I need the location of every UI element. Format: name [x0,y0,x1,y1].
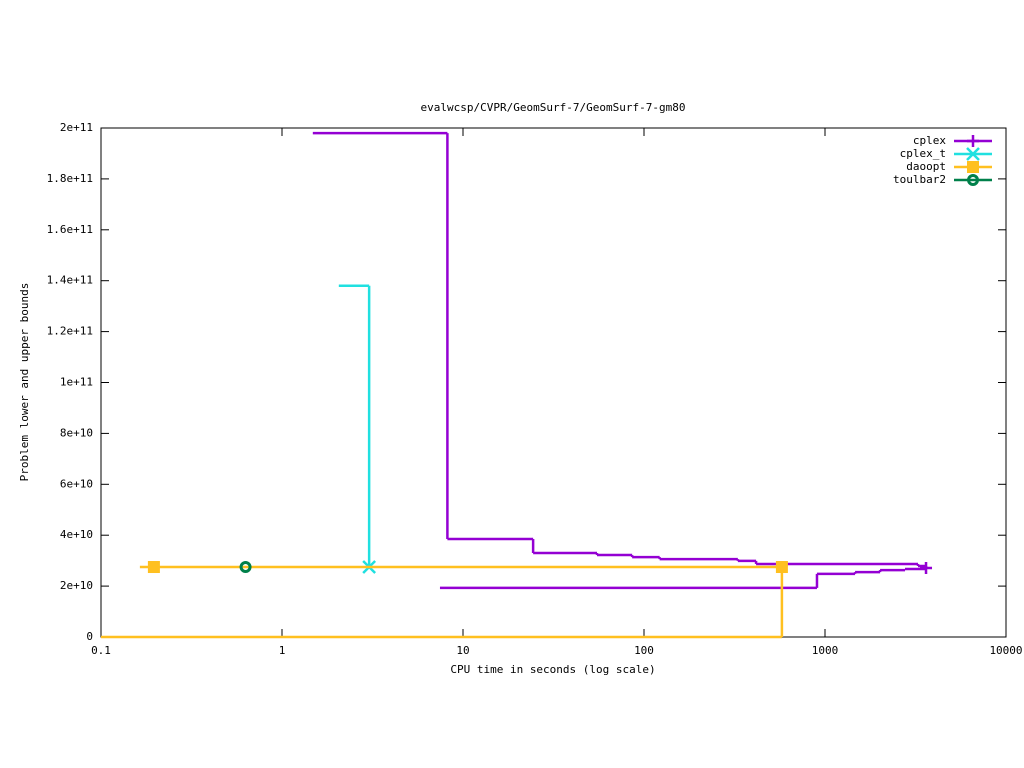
data-point [920,562,933,575]
y-tick-label: 2e+10 [60,579,93,592]
y-tick-label: 1.2e+11 [47,325,93,338]
x-tick-label: 10000 [989,644,1022,657]
plot-frame [100,127,1007,638]
y-tick-label: 1.6e+11 [47,223,93,236]
x-tick-label: 0.1 [91,644,111,657]
legend-marker [967,174,979,186]
y-tick-label: 1e+11 [60,376,93,389]
x-tick-label: 1 [279,644,286,657]
y-tick-label: 1.4e+11 [47,274,93,287]
y-axis-label: Problem lower and upper bounds [18,283,31,482]
legend-label: daoopt [906,160,946,173]
y-tick-label: 0 [86,630,93,643]
x-tick-label: 1000 [812,644,839,657]
y-tick-label: 4e+10 [60,528,93,541]
data-point [239,561,252,574]
y-tick-label: 6e+10 [60,477,93,490]
x-axis-label: CPU time in seconds (log scale) [450,663,655,676]
legend-label: toulbar2 [893,173,946,186]
data-point [775,561,788,574]
x-tick-label: 100 [634,644,654,657]
data-point [147,561,160,574]
legend-marker [966,147,980,161]
legend-label: cplex_t [900,147,946,160]
legend-label: cplex [913,134,946,147]
legend-marker [967,161,979,173]
x-tick-label: 10 [456,644,469,657]
y-tick-label: 8e+10 [60,426,93,439]
y-tick-label: 1.8e+11 [47,172,93,185]
legend-marker [967,135,979,147]
y-tick-label: 2e+11 [60,121,93,134]
chart-title: evalwcsp/CVPR/GeomSurf-7/GeomSurf-7-gm80 [421,101,686,114]
